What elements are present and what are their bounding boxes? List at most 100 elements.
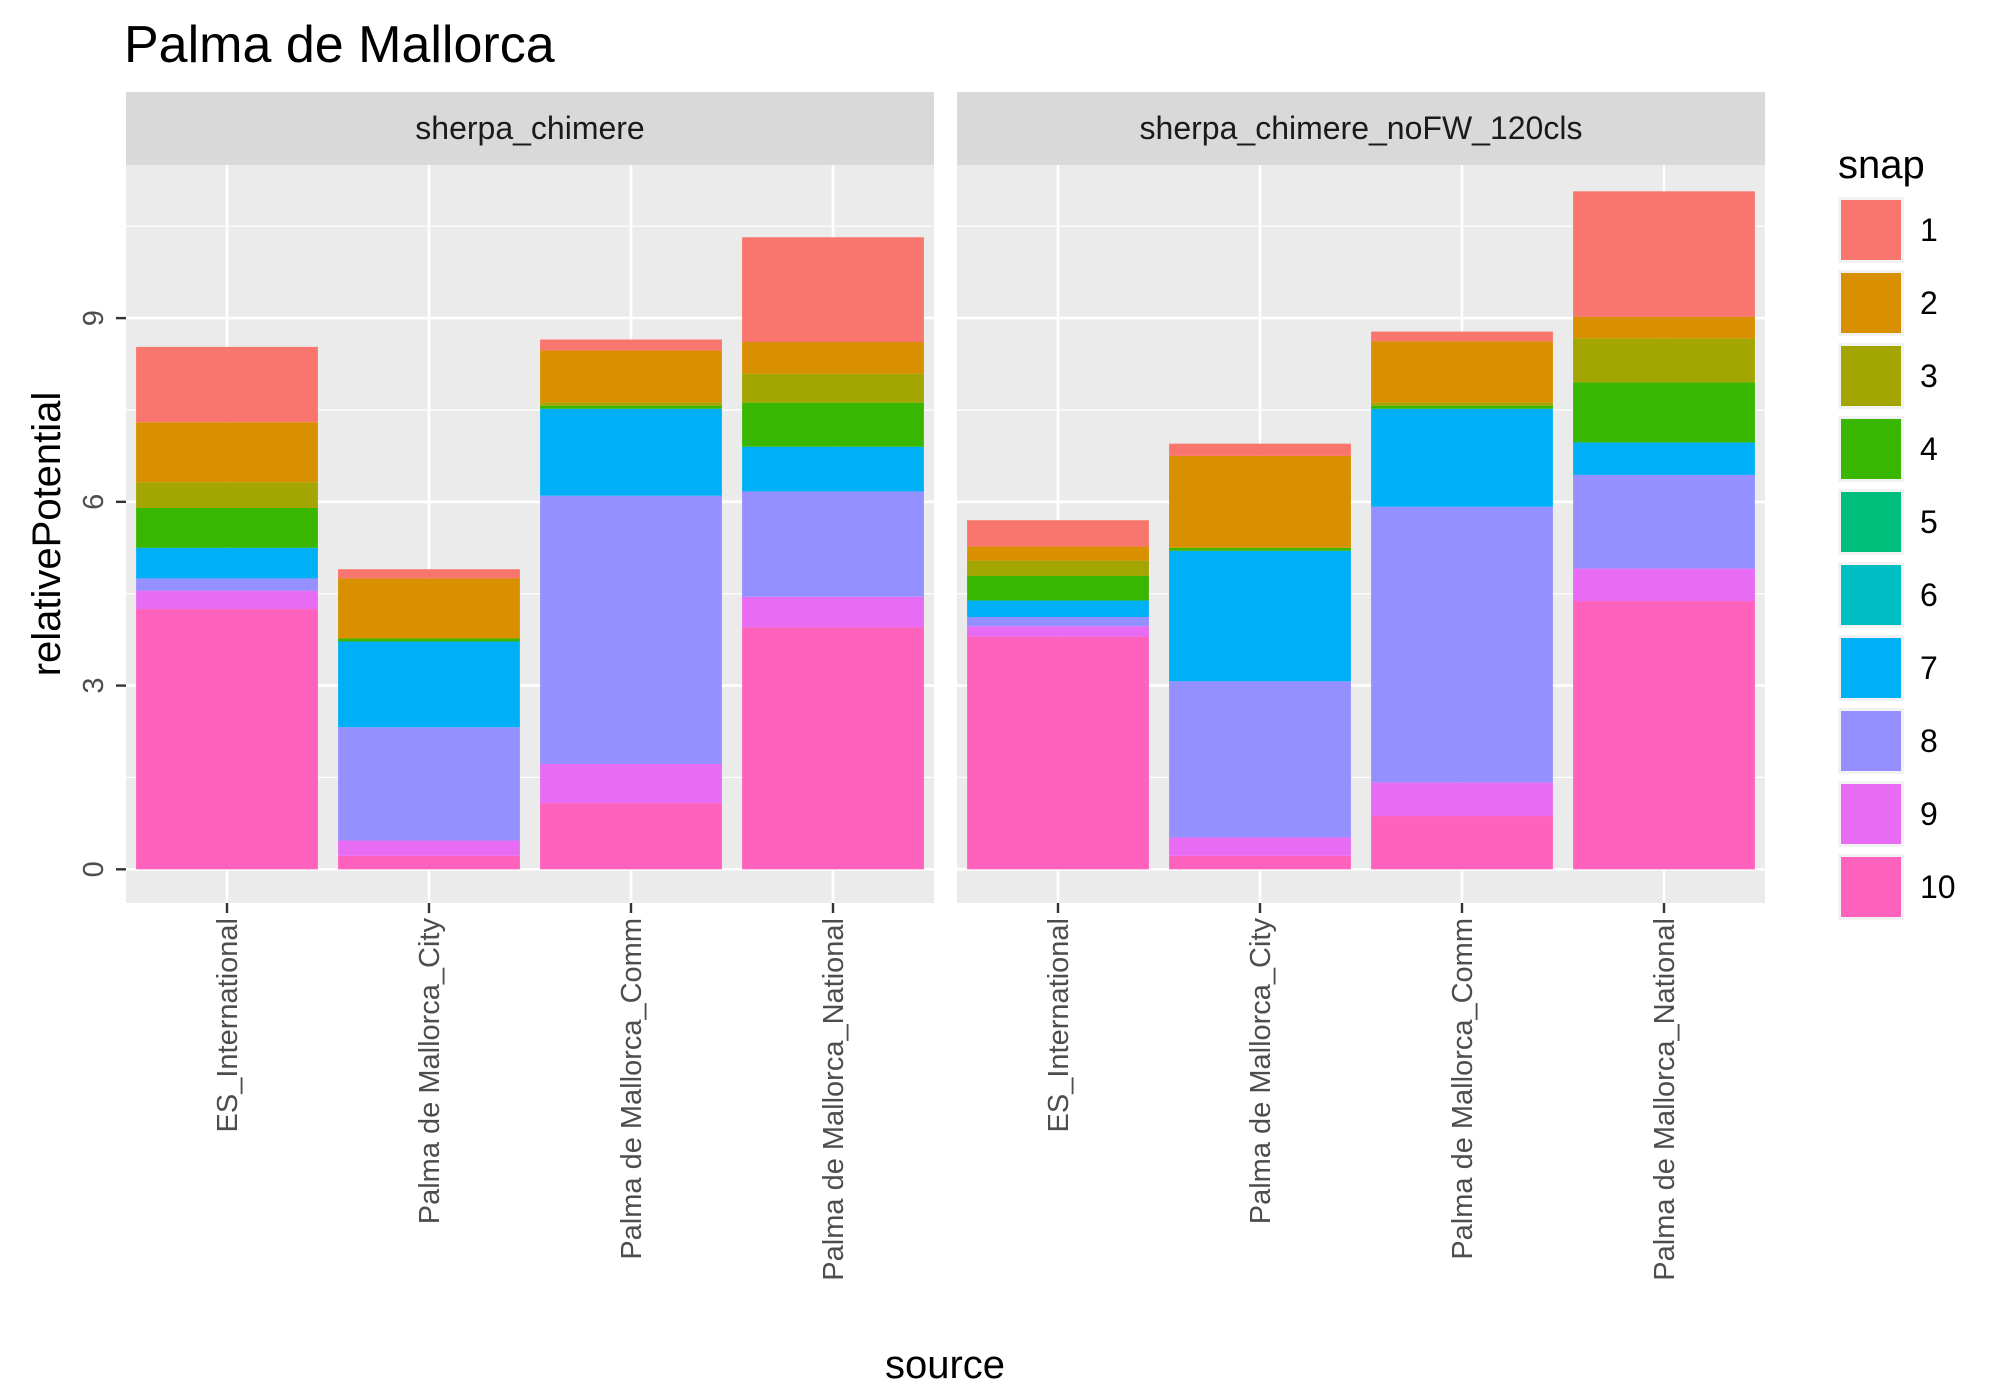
bar-segment-snap-4 <box>742 402 924 447</box>
bar-segment-snap-4 <box>1573 382 1755 443</box>
bar-segment-snap-7 <box>338 641 520 728</box>
legend-item: 5 <box>1838 489 1938 555</box>
facet-strip <box>126 92 934 165</box>
bar-stack <box>1169 443 1351 870</box>
bar-segment-snap-3 <box>1371 402 1553 406</box>
legend-title: snap <box>1838 143 1925 187</box>
bar-segment-snap-7 <box>540 408 722 496</box>
legend-item: 2 <box>1838 270 1938 336</box>
legend-label: 2 <box>1920 285 1938 321</box>
legend-swatch <box>1841 419 1901 479</box>
legend-label: 9 <box>1920 796 1938 832</box>
bar-segment-snap-9 <box>540 763 722 804</box>
bar-segment-snap-1 <box>1169 443 1351 456</box>
bar-segment-snap-2 <box>136 422 318 483</box>
bar-segment-snap-9 <box>967 626 1149 637</box>
bar-segment-snap-9 <box>1371 782 1553 817</box>
bar-segment-snap-4 <box>136 507 318 548</box>
bar-segment-snap-10 <box>1169 855 1351 870</box>
bar-segment-snap-8 <box>540 495 722 764</box>
legend-item: 10 <box>1838 854 1956 920</box>
bar-stack <box>1371 331 1553 870</box>
x-tick-label: Palma de Mallorca_National <box>1649 918 1681 1281</box>
legend-item: 7 <box>1838 635 1938 701</box>
legend-swatch <box>1841 200 1901 260</box>
bar-stack <box>136 346 318 870</box>
x-tick-label: Palma de Mallorca_Comm <box>1447 918 1479 1260</box>
legend-swatch <box>1841 565 1901 625</box>
bar-segment-snap-3 <box>742 373 924 403</box>
bar-segment-snap-2 <box>1169 455 1351 548</box>
bar-stack <box>742 237 924 870</box>
bar-segment-snap-4 <box>1371 405 1553 409</box>
legend-item: 1 <box>1838 197 1938 263</box>
legend-label: 6 <box>1920 577 1938 613</box>
bar-segment-snap-10 <box>338 855 520 870</box>
bar-segment-snap-8 <box>1573 474 1755 569</box>
bar-segment-snap-1 <box>1573 191 1755 317</box>
bar-segment-snap-1 <box>540 339 722 351</box>
y-tick-label: 6 <box>78 494 110 510</box>
bar-segment-snap-7 <box>1573 442 1755 475</box>
legend-item: 3 <box>1838 343 1938 409</box>
bar-segment-snap-9 <box>338 840 520 856</box>
bar-segment-snap-10 <box>1371 816 1553 870</box>
bar-segment-snap-2 <box>338 578 520 639</box>
bar-segment-snap-10 <box>1573 601 1755 870</box>
bar-segment-snap-1 <box>967 520 1149 547</box>
y-axis-title: relativePotential <box>25 392 69 677</box>
bar-stacks <box>136 237 924 870</box>
legend-swatch <box>1841 857 1901 917</box>
y-tick-label: 0 <box>78 861 110 877</box>
legend-swatch <box>1841 346 1901 406</box>
bar-segment-snap-9 <box>742 596 924 628</box>
bar-segment-snap-1 <box>1371 331 1553 342</box>
bar-segment-snap-2 <box>967 546 1149 561</box>
bar-stack <box>338 569 520 870</box>
bar-segment-snap-9 <box>136 590 318 610</box>
bar-segment-snap-1 <box>136 346 318 423</box>
legend-swatch <box>1841 492 1901 552</box>
bar-segment-snap-10 <box>742 627 924 870</box>
legend-label: 7 <box>1920 650 1938 686</box>
x-tick-label: Palma de Mallorca_Comm <box>616 918 648 1260</box>
bar-segment-snap-7 <box>742 446 924 492</box>
y-tick-label: 9 <box>78 310 110 326</box>
bar-segment-snap-7 <box>136 547 318 579</box>
legend-label: 8 <box>1920 723 1938 759</box>
x-tick-label: Palma de Mallorca_National <box>818 918 850 1281</box>
bar-segment-snap-2 <box>540 350 722 403</box>
bar-segment-snap-1 <box>338 569 520 579</box>
bar-segment-snap-3 <box>540 402 722 406</box>
bar-stacks <box>967 191 1755 870</box>
legend-swatch <box>1841 711 1901 771</box>
bar-stack <box>1573 191 1755 870</box>
bar-segment-snap-9 <box>1573 568 1755 602</box>
facet-panel-sherpa-chimere-nofw-120cls: sherpa_chimere_noFW_120cls ES_Internatio… <box>957 92 1765 1281</box>
bar-segment-snap-1 <box>742 237 924 342</box>
bar-segment-snap-2 <box>1573 316 1755 339</box>
facet-strip <box>957 92 1765 165</box>
bar-segment-snap-2 <box>742 341 924 374</box>
bar-segment-snap-9 <box>1169 837 1351 856</box>
bar-segment-snap-8 <box>1169 681 1351 838</box>
x-axis: ES_International Palma de Mallorca_City Pa… <box>1043 903 1681 1281</box>
bar-stack <box>967 520 1149 870</box>
x-tick-label: Palma de Mallorca_City <box>414 918 446 1225</box>
x-tick-label: ES_International <box>212 918 244 1132</box>
bar-segment-snap-2 <box>1371 341 1553 403</box>
bar-segment-snap-3 <box>1573 338 1755 383</box>
bar-segment-snap-3 <box>967 560 1149 576</box>
bar-segment-snap-10 <box>540 803 722 870</box>
bar-segment-snap-4 <box>967 575 1149 601</box>
bar-segment-snap-4 <box>540 405 722 409</box>
y-axis: 0 3 6 9 <box>78 310 126 877</box>
x-axis-title: source <box>885 1343 1005 1387</box>
bar-segment-snap-8 <box>967 616 1149 627</box>
legend-label: 4 <box>1920 431 1938 467</box>
x-axis: ES_International Palma de Mallorca_City Pa… <box>212 903 850 1281</box>
bar-segment-snap-4 <box>1169 547 1351 551</box>
bar-segment-snap-10 <box>967 636 1149 870</box>
facet-panel-sherpa-chimere: sherpa_chimere ES_International Palma de … <box>126 92 934 1281</box>
